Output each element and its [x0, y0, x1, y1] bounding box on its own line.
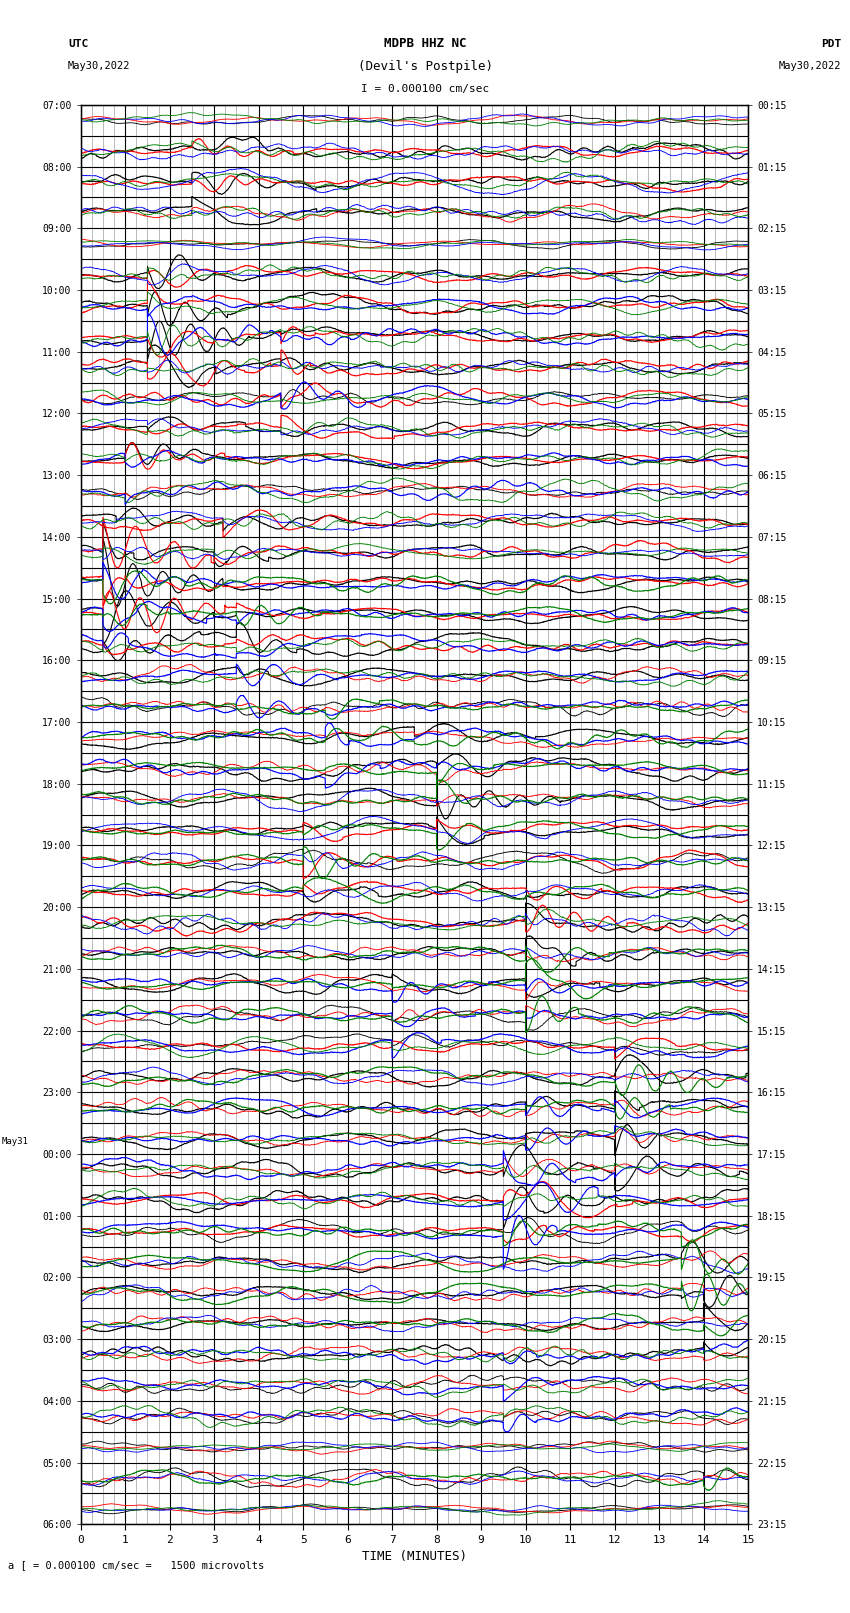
Text: May30,2022: May30,2022 [779, 61, 842, 71]
Text: MDPB HHZ NC: MDPB HHZ NC [383, 37, 467, 50]
Text: PDT: PDT [821, 39, 842, 48]
Text: I = 0.000100 cm/sec: I = 0.000100 cm/sec [361, 84, 489, 94]
X-axis label: TIME (MINUTES): TIME (MINUTES) [362, 1550, 467, 1563]
Text: May30,2022: May30,2022 [68, 61, 131, 71]
Text: (Devil's Postpile): (Devil's Postpile) [358, 60, 492, 73]
Text: a [ = 0.000100 cm/sec =   1500 microvolts: a [ = 0.000100 cm/sec = 1500 microvolts [8, 1560, 264, 1569]
Text: May31: May31 [2, 1137, 29, 1145]
Text: UTC: UTC [68, 39, 88, 48]
